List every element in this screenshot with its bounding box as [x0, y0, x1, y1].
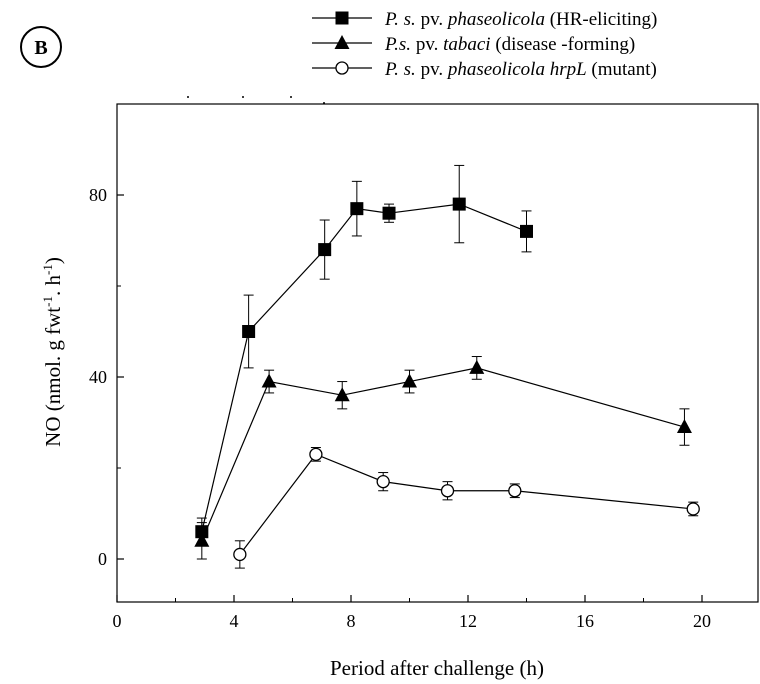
frame-top-dots: [187, 96, 325, 104]
legend-marker-1: [335, 11, 349, 25]
series-2-point-4: [402, 373, 417, 388]
y-tick-label-80: 80: [89, 185, 107, 205]
y-tick-label-40: 40: [89, 367, 107, 387]
legend-label-3: P. s. pv. phaseolicola hrpL (mutant): [384, 59, 657, 80]
series-2-point-3: [334, 387, 350, 402]
series-2-line: [201, 367, 685, 542]
series-1-point-7: [520, 224, 533, 238]
series-2-point-5: [469, 359, 485, 374]
legend-marker-2: [334, 35, 350, 49]
x-tick-label-16: 16: [576, 611, 594, 631]
legend-item-2: P.s. pv. tabaci (disease -forming): [312, 34, 635, 55]
series-1: [195, 164, 533, 546]
x-axis-title: Period after challenge (h): [330, 656, 544, 680]
series-2-point-1: [194, 532, 210, 547]
series-1-point-2: [242, 325, 256, 338]
series-2-point-6: [676, 419, 692, 434]
axes: 0 4 8 12 16 20 0 40 80: [89, 185, 711, 631]
legend-label-2: P.s. pv. tabaci (disease -forming): [384, 34, 635, 55]
legend-label-1: P. s. pv. phaseolicola (HR-eliciting): [384, 9, 657, 30]
panel-label: B: [20, 26, 62, 68]
plot-frame: [116, 103, 759, 603]
series-3-point-6: [686, 502, 700, 516]
legend: P. s. pv. phaseolicola (HR-eliciting) P.s…: [312, 9, 657, 80]
series-3-point-1: [233, 547, 247, 562]
series-1-point-3: [318, 243, 332, 257]
x-tick-label-20: 20: [693, 611, 711, 631]
legend-marker-3: [335, 61, 349, 75]
y-tick-label-0: 0: [98, 549, 107, 569]
panel-label-text: B: [34, 37, 47, 59]
series-3: [233, 447, 700, 569]
series-2: [194, 356, 692, 560]
series-2-point-2: [261, 373, 277, 388]
legend-item-1: P. s. pv. phaseolicola (HR-eliciting): [312, 9, 657, 30]
series-3-line: [239, 453, 694, 555]
x-tick-label-8: 8: [347, 611, 356, 631]
series-3-point-3: [376, 474, 390, 489]
x-tick-label-4: 4: [230, 611, 239, 631]
x-tick-label-0: 0: [113, 611, 122, 631]
y-axis-title: NO (nmol. g fwt-1. h-1): [40, 257, 65, 447]
series-3-point-4: [440, 484, 455, 498]
series-1-point-4: [350, 202, 364, 216]
series-1-point-5: [382, 206, 396, 220]
legend-item-3: P. s. pv. phaseolicola hrpL (mutant): [312, 59, 657, 80]
series-layer: [194, 164, 700, 569]
x-tick-label-12: 12: [459, 611, 477, 631]
series-3-point-5: [508, 484, 522, 498]
series-1-point-6: [452, 197, 466, 211]
series-3-point-2: [309, 447, 323, 462]
